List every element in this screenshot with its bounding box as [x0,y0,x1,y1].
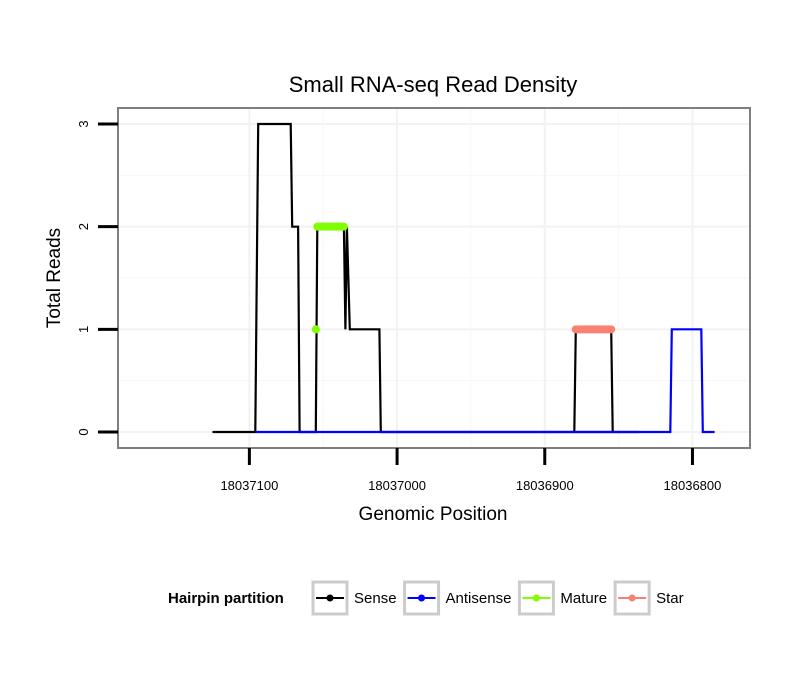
x-tick-label: 18036900 [516,478,574,493]
legend-label-sense: Sense [354,590,397,607]
legend-label-antisense: Antisense [446,590,512,607]
x-axis-label: Genomic Position [359,504,508,525]
plot-panel [117,107,751,449]
legend-item-mature: Mature [517,580,607,616]
data-point-mature [339,222,348,231]
legend-item-antisense: Antisense [403,580,512,616]
y-axis-label: Total Reads [44,228,65,328]
legend-key-point [418,594,426,602]
y-tick-label: 2 [76,223,91,230]
legend-label-star: Star [656,590,684,607]
legend-title: Hairpin partition [168,590,284,607]
series-layer [212,122,715,434]
x-tick-label: 18037000 [368,478,426,493]
y-axis: 0 1 2 3 [76,120,118,436]
plot-border [117,107,751,449]
legend-key-point [532,594,540,602]
legend-label-mature: Mature [560,590,607,607]
legend-item-sense: Sense [311,580,397,616]
legend-key-point [326,594,334,602]
data-point-mature [311,325,320,334]
legend: Hairpin partition Sense Antisense Mature St… [168,580,684,616]
chart-title: Small RNA-seq Read Density [289,72,578,97]
data-point-star [607,325,616,334]
x-axis: 18037100 18037000 18036900 18036800 [220,448,721,493]
grid-lines [118,108,750,448]
legend-item-star: Star [613,580,684,616]
y-tick-label: 1 [76,326,91,333]
series-line-antisense [255,328,715,434]
legend-key-point [628,594,636,602]
legend-items: Sense Antisense Mature Star [311,580,684,616]
y-tick-label: 3 [76,120,91,127]
y-tick-label: 0 [76,428,91,435]
x-tick-label: 18037100 [220,478,278,493]
x-tick-label: 18036800 [664,478,722,493]
